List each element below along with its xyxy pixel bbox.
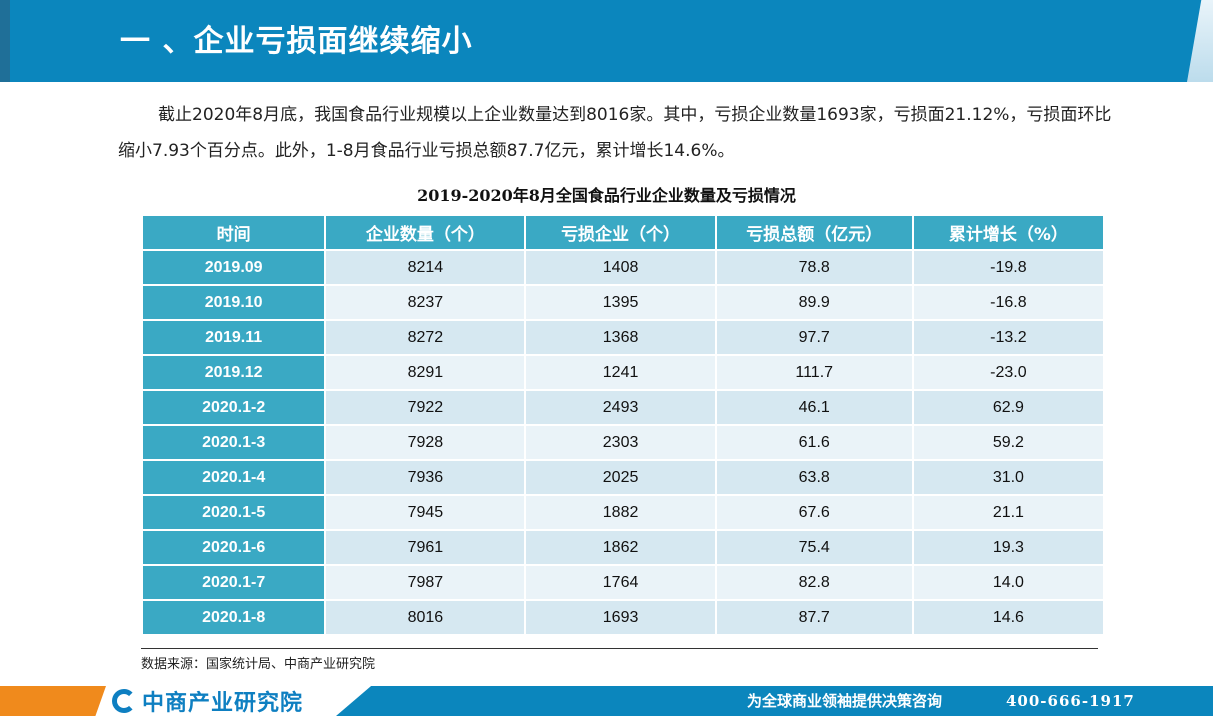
footer-phone: 400-666-1917 [1006, 692, 1135, 710]
loss-total-cell: 61.6 [716, 426, 912, 461]
header-banner [0, 0, 1213, 82]
table-row: 2019.09 8214 1408 78.8 -19.8 [143, 251, 1103, 286]
column-header-growth: 累计增长（%） [913, 216, 1103, 251]
column-header-count: 企业数量（个） [326, 216, 525, 251]
loss-enterprise-count-cell: 2493 [526, 391, 715, 426]
column-header-loss-count: 亏损企业（个） [526, 216, 715, 251]
cumulative-growth-cell: 62.9 [913, 391, 1103, 426]
table-row: 2020.1-8 8016 1693 87.7 14.6 [143, 601, 1103, 636]
enterprise-count-cell: 8291 [326, 356, 525, 391]
cumulative-growth-cell: 19.3 [913, 531, 1103, 566]
table-row: 2019.10 8237 1395 89.9 -16.8 [143, 286, 1103, 321]
time-cell: 2019.12 [143, 356, 325, 391]
enterprise-count-cell: 7922 [326, 391, 525, 426]
loss-total-cell: 87.7 [716, 601, 912, 636]
time-cell: 2019.11 [143, 321, 325, 356]
footer-logo-text: 中商产业研究院 [142, 691, 304, 716]
time-cell: 2020.1-2 [143, 391, 325, 426]
loss-total-cell: 67.6 [716, 496, 912, 531]
cumulative-growth-cell: 14.0 [913, 566, 1103, 601]
source-divider [141, 648, 1098, 649]
enterprise-count-cell: 8214 [326, 251, 525, 286]
cumulative-growth-cell: 14.6 [913, 601, 1103, 636]
data-source-note: 数据来源：国家统计局、中商产业研究院 [141, 657, 376, 672]
loss-enterprise-count-cell: 1408 [526, 251, 715, 286]
table-row: 2019.11 8272 1368 97.7 -13.2 [143, 321, 1103, 356]
page-title: 一 、企业亏损面继续缩小 [120, 24, 473, 59]
enterprise-count-cell: 7945 [326, 496, 525, 531]
loss-enterprise-count-cell: 1764 [526, 566, 715, 601]
loss-total-cell: 46.1 [716, 391, 912, 426]
cumulative-growth-cell: 59.2 [913, 426, 1103, 461]
enterprise-count-cell: 8237 [326, 286, 525, 321]
company-logo-icon [112, 689, 136, 713]
loss-enterprise-count-cell: 1862 [526, 531, 715, 566]
cumulative-growth-cell: -19.8 [913, 251, 1103, 286]
loss-total-cell: 89.9 [716, 286, 912, 321]
table-row: 2020.1-3 7928 2303 61.6 59.2 [143, 426, 1103, 461]
loss-total-cell: 75.4 [716, 531, 912, 566]
loss-enterprise-count-cell: 1241 [526, 356, 715, 391]
time-cell: 2019.09 [143, 251, 325, 286]
table-row: 2020.1-5 7945 1882 67.6 21.1 [143, 496, 1103, 531]
table-header-row: 时间 企业数量（个） 亏损企业（个） 亏损总额（亿元） 累计增长（%） [143, 216, 1103, 251]
cumulative-growth-cell: -23.0 [913, 356, 1103, 391]
intro-paragraph: 截止2020年8月底，我国食品行业规模以上企业数量达到8016家。其中，亏损企业… [118, 105, 1112, 161]
column-header-time: 时间 [143, 216, 325, 251]
loss-total-cell: 78.8 [716, 251, 912, 286]
time-cell: 2020.1-4 [143, 461, 325, 496]
cumulative-growth-cell: 21.1 [913, 496, 1103, 531]
table-row: 2020.1-2 7922 2493 46.1 62.9 [143, 391, 1103, 426]
data-table: 时间 企业数量（个） 亏损企业（个） 亏损总额（亿元） 累计增长（%） 2019… [141, 216, 1105, 636]
loss-total-cell: 63.8 [716, 461, 912, 496]
table-row: 2020.1-7 7987 1764 82.8 14.0 [143, 566, 1103, 601]
loss-total-cell: 111.7 [716, 356, 912, 391]
time-cell: 2020.1-7 [143, 566, 325, 601]
loss-enterprise-count-cell: 1368 [526, 321, 715, 356]
loss-total-cell: 82.8 [716, 566, 912, 601]
enterprise-count-cell: 7936 [326, 461, 525, 496]
time-cell: 2020.1-8 [143, 601, 325, 636]
loss-enterprise-count-cell: 1882 [526, 496, 715, 531]
enterprise-count-cell: 7928 [326, 426, 525, 461]
time-cell: 2020.1-5 [143, 496, 325, 531]
loss-enterprise-count-cell: 1395 [526, 286, 715, 321]
time-cell: 2020.1-3 [143, 426, 325, 461]
time-cell: 2019.10 [143, 286, 325, 321]
footer-logo: 中商产业研究院 [112, 686, 303, 716]
cumulative-growth-cell: -13.2 [913, 321, 1103, 356]
time-cell: 2020.1-6 [143, 531, 325, 566]
loss-enterprise-count-cell: 2303 [526, 426, 715, 461]
table-row: 2019.12 8291 1241 111.7 -23.0 [143, 356, 1103, 391]
footer-banner [336, 686, 1213, 716]
loss-enterprise-count-cell: 1693 [526, 601, 715, 636]
loss-enterprise-count-cell: 2025 [526, 461, 715, 496]
loss-total-cell: 97.7 [716, 321, 912, 356]
enterprise-count-cell: 7987 [326, 566, 525, 601]
table-row: 2020.1-6 7961 1862 75.4 19.3 [143, 531, 1103, 566]
cumulative-growth-cell: -16.8 [913, 286, 1103, 321]
cumulative-growth-cell: 31.0 [913, 461, 1103, 496]
enterprise-count-cell: 7961 [326, 531, 525, 566]
column-header-loss-total: 亏损总额（亿元） [716, 216, 912, 251]
header-accent-left [0, 0, 10, 82]
footer-slogan: 为全球商业领袖提供决策咨询 [747, 692, 943, 710]
table-row: 2020.1-4 7936 2025 63.8 31.0 [143, 461, 1103, 496]
enterprise-count-cell: 8016 [326, 601, 525, 636]
table-body: 2019.09 8214 1408 78.8 -19.8 2019.10 8237 1395 8… [143, 251, 1103, 636]
enterprise-count-cell: 8272 [326, 321, 525, 356]
footer-orange-stripe [0, 686, 106, 716]
table-title: 2019-2020年8月全国食品行业企业数量及亏损情况 [417, 186, 796, 205]
